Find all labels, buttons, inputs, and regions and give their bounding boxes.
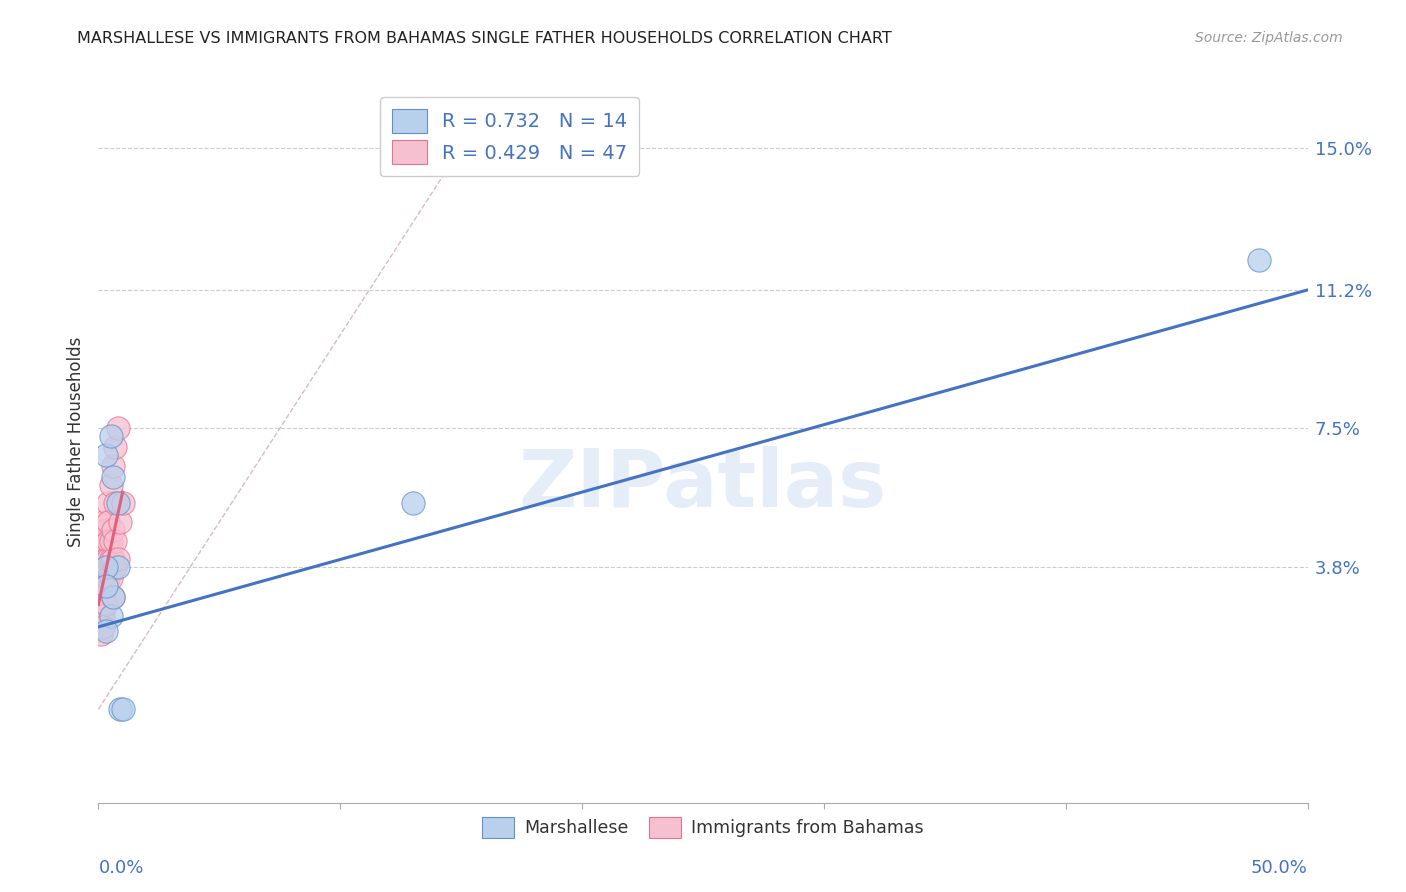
Point: [100, 429, 122, 443]
Point: [90, 582, 112, 597]
Point: [107, 560, 129, 574]
Point: [90, 574, 112, 589]
Text: MARSHALLESE VS IMMIGRANTS FROM BAHAMAS SINGLE FATHER HOUSEHOLDS CORRELATION CHAR: MARSHALLESE VS IMMIGRANTS FROM BAHAMAS S…: [77, 31, 891, 46]
Point: [104, 560, 127, 574]
Point: [91, 560, 114, 574]
Point: [101, 552, 124, 566]
Point: [97, 515, 120, 529]
Point: [94, 579, 117, 593]
Point: [108, 515, 131, 529]
Point: [101, 458, 124, 473]
Point: [91, 552, 114, 566]
Point: [104, 496, 127, 510]
Text: ZIPatlas: ZIPatlas: [519, 446, 887, 524]
Point: [90, 608, 112, 623]
Text: 0.0%: 0.0%: [98, 859, 143, 877]
Point: [94, 598, 117, 612]
Point: [104, 440, 127, 454]
Point: [108, 702, 131, 716]
Point: [111, 702, 134, 716]
Point: [104, 533, 127, 548]
Point: [97, 533, 120, 548]
Point: [90, 598, 112, 612]
Point: [100, 552, 122, 566]
Point: [94, 624, 117, 638]
Point: [101, 470, 124, 484]
Point: [97, 496, 120, 510]
Point: [111, 496, 134, 510]
Point: [107, 421, 129, 435]
Point: [91, 590, 114, 604]
Point: [94, 552, 117, 566]
Point: [91, 608, 114, 623]
Point: [97, 571, 120, 585]
Point: [94, 523, 117, 537]
Point: [91, 533, 114, 548]
Point: [94, 579, 117, 593]
Point: [91, 545, 114, 559]
Point: [107, 496, 129, 510]
Point: [90, 590, 112, 604]
Point: [94, 537, 117, 551]
Point: [90, 627, 112, 641]
Point: [100, 533, 122, 548]
Point: [100, 608, 122, 623]
Point: [101, 590, 124, 604]
Text: 50.0%: 50.0%: [1251, 859, 1308, 877]
Point: [100, 571, 122, 585]
Point: [97, 560, 120, 574]
Point: [90, 567, 112, 582]
Point: [91, 620, 114, 634]
Point: [90, 579, 112, 593]
Point: [94, 448, 117, 462]
Point: [97, 552, 120, 566]
Point: [1249, 252, 1271, 267]
Point: [101, 523, 124, 537]
Point: [90, 552, 112, 566]
Point: [107, 552, 129, 566]
Text: Source: ZipAtlas.com: Source: ZipAtlas.com: [1195, 31, 1343, 45]
Point: [402, 496, 425, 510]
Point: [100, 477, 122, 491]
Point: [91, 515, 114, 529]
Point: [94, 560, 117, 574]
Point: [94, 560, 117, 574]
Legend: Marshallese, Immigrants from Bahamas: Marshallese, Immigrants from Bahamas: [475, 810, 931, 845]
Point: [101, 590, 124, 604]
Y-axis label: Single Father Households: Single Father Households: [66, 336, 84, 547]
Point: [90, 560, 112, 574]
Point: [90, 571, 112, 585]
